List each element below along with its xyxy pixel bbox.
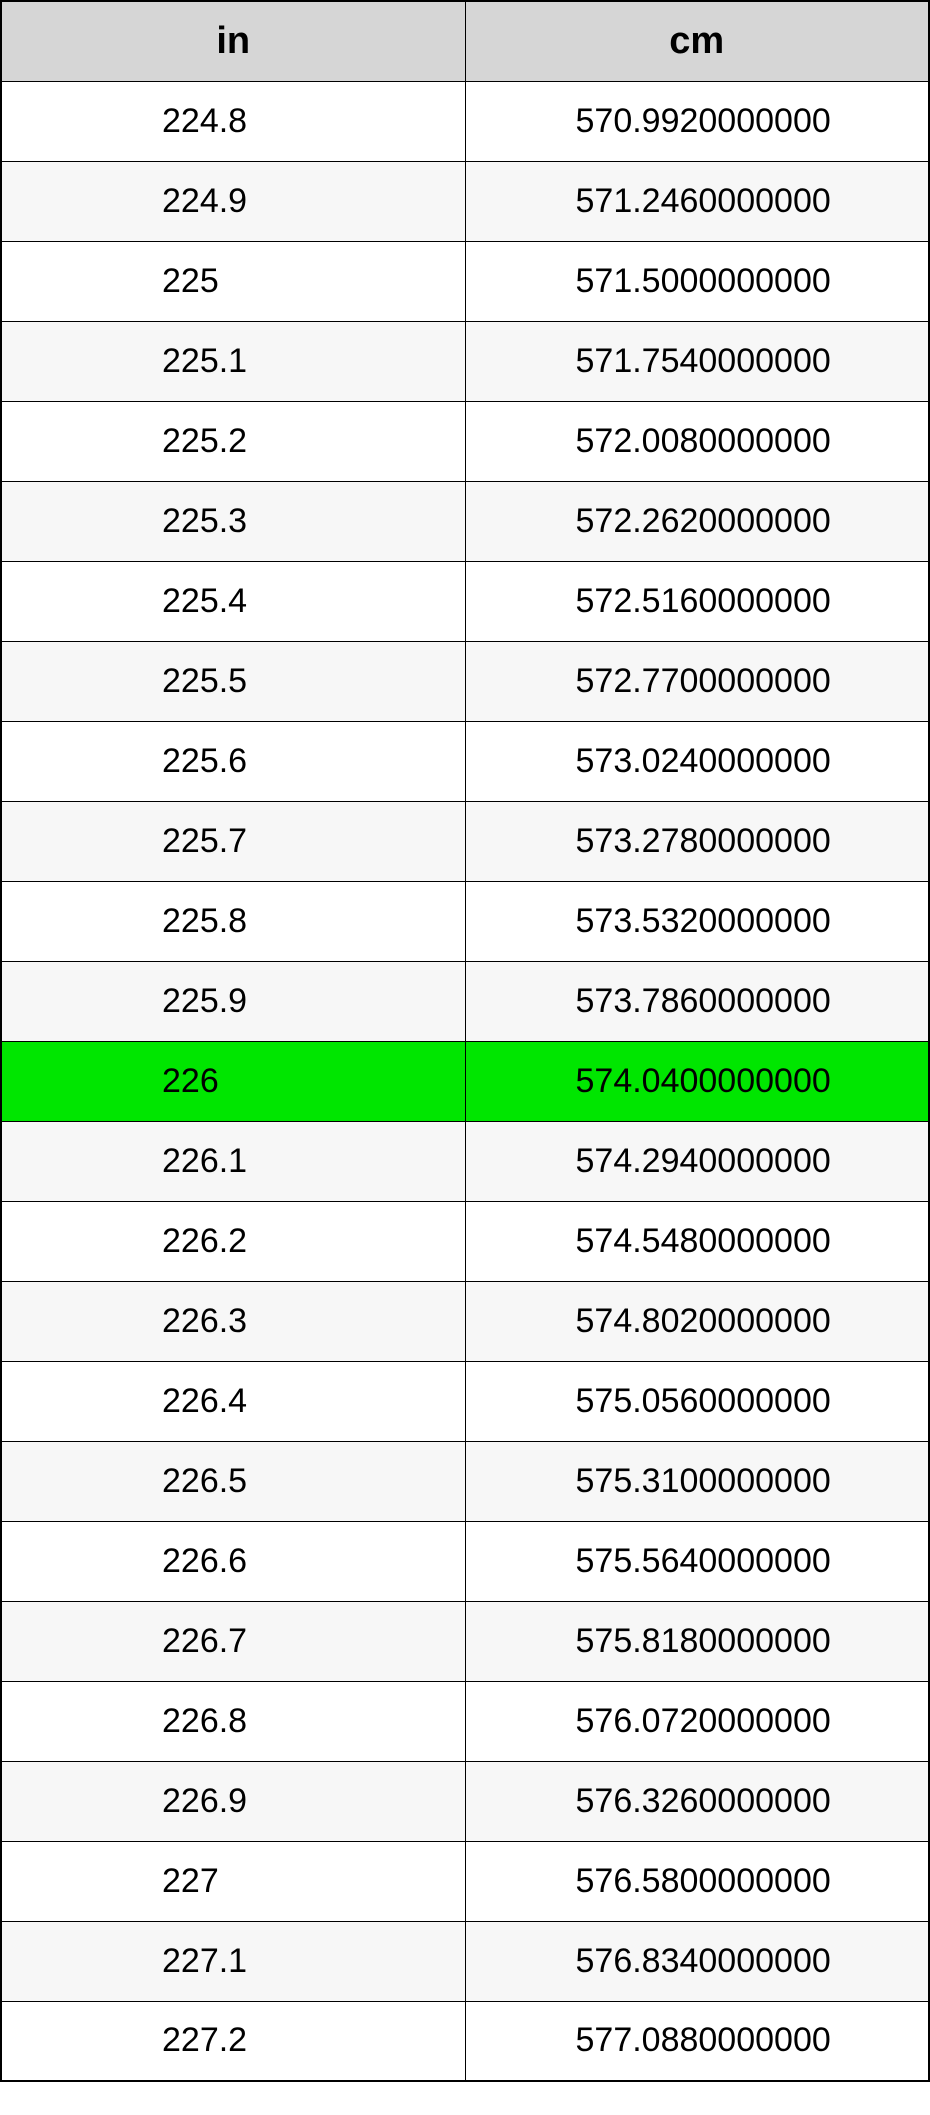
table-row: 225.4 572.5160000000: [1, 561, 929, 641]
table-row: 225.2 572.0080000000: [1, 401, 929, 481]
cell-in: 227.2: [1, 2001, 465, 2081]
cell-cm: 572.5160000000: [465, 561, 929, 641]
cell-in: 226: [1, 1041, 465, 1121]
cell-cm: 576.0720000000: [465, 1681, 929, 1761]
cell-in: 226.8: [1, 1681, 465, 1761]
cell-cm: 575.8180000000: [465, 1601, 929, 1681]
cell-cm: 574.0400000000: [465, 1041, 929, 1121]
table-row: 225.1 571.7540000000: [1, 321, 929, 401]
table-row: 225.9 573.7860000000: [1, 961, 929, 1041]
cell-in: 226.4: [1, 1361, 465, 1441]
table-row-highlighted: 226 574.0400000000: [1, 1041, 929, 1121]
cell-in: 225: [1, 241, 465, 321]
table-row: 226.9 576.3260000000: [1, 1761, 929, 1841]
cell-in: 225.5: [1, 641, 465, 721]
table-row: 226.5 575.3100000000: [1, 1441, 929, 1521]
cell-in: 225.8: [1, 881, 465, 961]
cell-in: 225.1: [1, 321, 465, 401]
table-row: 226.8 576.0720000000: [1, 1681, 929, 1761]
table-header-row: in cm: [1, 1, 929, 81]
cell-cm: 570.9920000000: [465, 81, 929, 161]
cell-cm: 573.2780000000: [465, 801, 929, 881]
cell-in: 227.1: [1, 1921, 465, 2001]
table-row: 225.8 573.5320000000: [1, 881, 929, 961]
cell-cm: 574.8020000000: [465, 1281, 929, 1361]
cell-in: 227: [1, 1841, 465, 1921]
table-row: 226.7 575.8180000000: [1, 1601, 929, 1681]
table-row: 227.1 576.8340000000: [1, 1921, 929, 2001]
table-row: 226.2 574.5480000000: [1, 1201, 929, 1281]
table-row: 225.3 572.2620000000: [1, 481, 929, 561]
cell-in: 225.3: [1, 481, 465, 561]
cell-in: 226.7: [1, 1601, 465, 1681]
cell-in: 226.1: [1, 1121, 465, 1201]
table-row: 225.7 573.2780000000: [1, 801, 929, 881]
cell-cm: 574.2940000000: [465, 1121, 929, 1201]
table-row: 226.3 574.8020000000: [1, 1281, 929, 1361]
cell-in: 225.2: [1, 401, 465, 481]
cell-cm: 576.5800000000: [465, 1841, 929, 1921]
conversion-table: in cm 224.8 570.9920000000 224.9 571.246…: [0, 0, 930, 2082]
cell-cm: 573.7860000000: [465, 961, 929, 1041]
cell-cm: 572.0080000000: [465, 401, 929, 481]
cell-cm: 574.5480000000: [465, 1201, 929, 1281]
cell-cm: 573.5320000000: [465, 881, 929, 961]
cell-in: 224.8: [1, 81, 465, 161]
cell-cm: 577.0880000000: [465, 2001, 929, 2081]
table-row: 224.8 570.9920000000: [1, 81, 929, 161]
cell-cm: 571.5000000000: [465, 241, 929, 321]
cell-cm: 575.5640000000: [465, 1521, 929, 1601]
cell-in: 224.9: [1, 161, 465, 241]
table-row: 226.4 575.0560000000: [1, 1361, 929, 1441]
cell-in: 226.9: [1, 1761, 465, 1841]
cell-cm: 572.2620000000: [465, 481, 929, 561]
cell-cm: 573.0240000000: [465, 721, 929, 801]
cell-cm: 572.7700000000: [465, 641, 929, 721]
cell-in: 226.6: [1, 1521, 465, 1601]
cell-cm: 576.3260000000: [465, 1761, 929, 1841]
cell-cm: 575.3100000000: [465, 1441, 929, 1521]
table-row: 226.1 574.2940000000: [1, 1121, 929, 1201]
cell-in: 225.6: [1, 721, 465, 801]
table-row: 225.5 572.7700000000: [1, 641, 929, 721]
table-row: 224.9 571.2460000000: [1, 161, 929, 241]
cell-cm: 571.7540000000: [465, 321, 929, 401]
column-header-in: in: [1, 1, 465, 81]
cell-in: 225.7: [1, 801, 465, 881]
cell-cm: 575.0560000000: [465, 1361, 929, 1441]
table-row: 225 571.5000000000: [1, 241, 929, 321]
cell-in: 225.9: [1, 961, 465, 1041]
table-row: 227 576.5800000000: [1, 1841, 929, 1921]
column-header-cm: cm: [465, 1, 929, 81]
cell-in: 226.5: [1, 1441, 465, 1521]
cell-in: 225.4: [1, 561, 465, 641]
table-row: 226.6 575.5640000000: [1, 1521, 929, 1601]
table-row: 227.2 577.0880000000: [1, 2001, 929, 2081]
cell-in: 226.3: [1, 1281, 465, 1361]
cell-in: 226.2: [1, 1201, 465, 1281]
table-body: 224.8 570.9920000000 224.9 571.246000000…: [1, 81, 929, 2081]
conversion-table-container: in cm 224.8 570.9920000000 224.9 571.246…: [0, 0, 930, 2082]
table-row: 225.6 573.0240000000: [1, 721, 929, 801]
cell-cm: 576.8340000000: [465, 1921, 929, 2001]
cell-cm: 571.2460000000: [465, 161, 929, 241]
